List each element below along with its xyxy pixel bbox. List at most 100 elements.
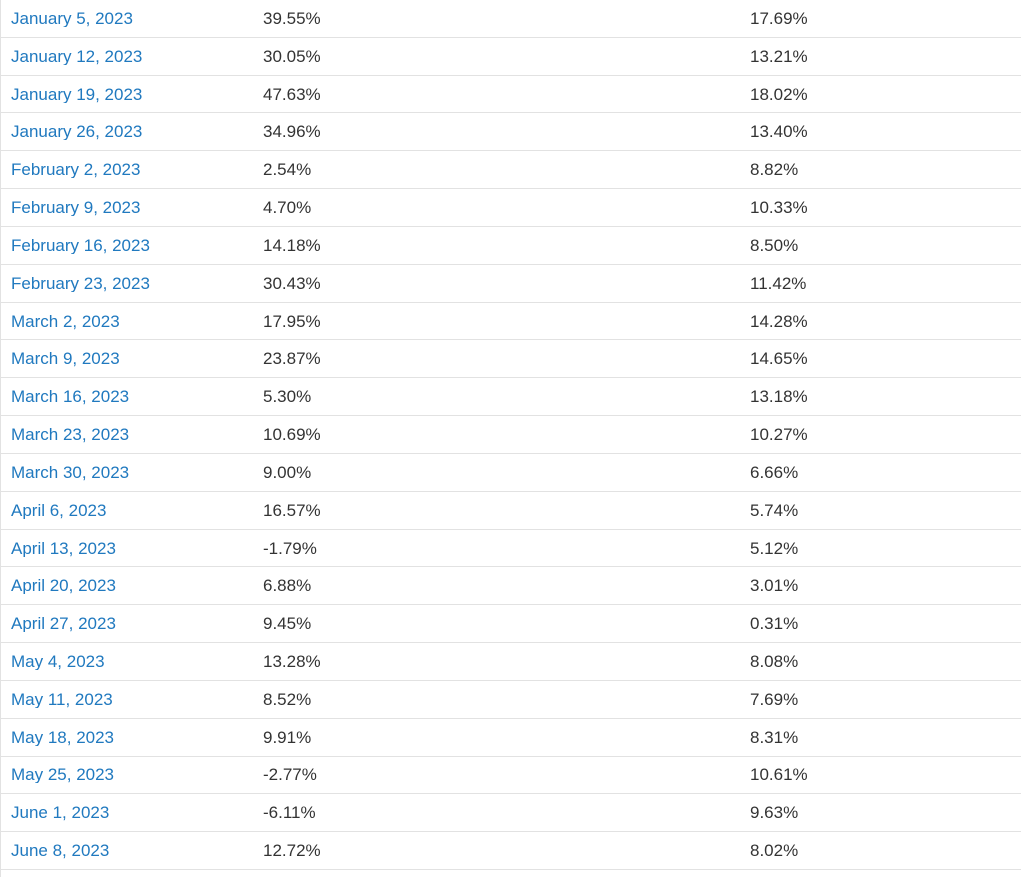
value2-text: 9.63% <box>750 804 799 822</box>
value2-cell: 11.42% <box>740 275 1021 292</box>
table-row: January 26, 2023 34.96% 13.40% <box>1 113 1021 152</box>
date-cell: May 4, 2023 <box>1 653 253 670</box>
date-link[interactable]: April 20, 2023 <box>11 577 116 595</box>
date-link[interactable]: February 2, 2023 <box>11 161 141 179</box>
date-link[interactable]: February 23, 2023 <box>11 274 150 292</box>
value1-cell: 5.30% <box>253 388 740 405</box>
date-link[interactable]: March 30, 2023 <box>11 463 130 481</box>
value2-text: 17.69% <box>750 9 808 27</box>
value2-cell: 7.69% <box>740 691 1021 708</box>
date-cell: April 20, 2023 <box>1 577 253 594</box>
table-row: January 12, 2023 30.05% 13.21% <box>1 37 1021 76</box>
date-cell: February 9, 2023 <box>1 199 253 216</box>
date-link[interactable]: April 27, 2023 <box>11 615 116 633</box>
date-link[interactable]: January 5, 2023 <box>11 9 133 27</box>
value1-cell: -2.77% <box>253 766 740 783</box>
date-link[interactable]: January 26, 2023 <box>11 123 143 141</box>
value2-cell: 0.31% <box>740 615 1021 632</box>
value1-text: 30.43% <box>263 274 321 292</box>
date-link[interactable]: May 18, 2023 <box>11 728 115 746</box>
value1-text: 17.95% <box>263 312 321 330</box>
value2-text: 14.28% <box>750 312 808 330</box>
value2-cell: 8.08% <box>740 653 1021 670</box>
value1-text: 9.00% <box>263 463 312 481</box>
date-link[interactable]: March 9, 2023 <box>11 350 120 368</box>
date-link[interactable]: May 11, 2023 <box>11 690 113 708</box>
table-row: March 30, 2023 9.00% 6.66% <box>1 453 1021 492</box>
date-cell: March 16, 2023 <box>1 388 253 405</box>
value1-text: 4.70% <box>263 199 312 217</box>
value2-cell: 8.50% <box>740 237 1021 254</box>
table-row: March 2, 2023 17.95% 14.28% <box>1 302 1021 341</box>
value2-cell: 6.66% <box>740 464 1021 481</box>
date-link[interactable]: March 16, 2023 <box>11 388 130 406</box>
value1-text: -1.79% <box>263 539 317 557</box>
date-link[interactable]: March 23, 2023 <box>11 426 130 444</box>
table-row: March 9, 2023 23.87% 14.65% <box>1 340 1021 379</box>
value2-text: 6.66% <box>750 463 799 481</box>
value1-cell: 9.91% <box>253 729 740 746</box>
value1-text: 16.57% <box>263 501 321 519</box>
table-row: May 18, 2023 9.91% 8.31% <box>1 718 1021 757</box>
date-cell: June 1, 2023 <box>1 804 253 821</box>
table-row: June 8, 2023 12.72% 8.02% <box>1 832 1021 871</box>
value2-cell: 8.31% <box>740 729 1021 746</box>
value2-cell: 9.63% <box>740 804 1021 821</box>
value2-cell: 10.61% <box>740 766 1021 783</box>
date-link[interactable]: June 8, 2023 <box>11 842 110 860</box>
date-link[interactable]: February 16, 2023 <box>11 236 150 254</box>
value1-cell: 39.55% <box>253 10 740 27</box>
date-link[interactable]: March 2, 2023 <box>11 312 120 330</box>
value1-cell: 8.52% <box>253 691 740 708</box>
value1-text: -6.11% <box>263 804 316 822</box>
value2-cell: 10.33% <box>740 199 1021 216</box>
value2-text: 10.27% <box>750 426 808 444</box>
value1-cell: 17.95% <box>253 313 740 330</box>
date-cell: January 5, 2023 <box>1 10 253 27</box>
value2-text: 11.42% <box>750 274 807 292</box>
date-link[interactable]: May 4, 2023 <box>11 652 105 670</box>
value1-text: 47.63% <box>263 85 321 103</box>
date-cell: June 8, 2023 <box>1 842 253 859</box>
value2-text: 13.40% <box>750 123 808 141</box>
table-row: February 16, 2023 14.18% 8.50% <box>1 226 1021 265</box>
value1-text: 39.55% <box>263 9 321 27</box>
value1-text: 6.88% <box>263 577 312 595</box>
date-link[interactable]: February 9, 2023 <box>11 199 141 217</box>
date-cell: April 6, 2023 <box>1 502 253 519</box>
value1-cell: 10.69% <box>253 426 740 443</box>
date-link[interactable]: January 19, 2023 <box>11 85 143 103</box>
value1-cell: 9.00% <box>253 464 740 481</box>
date-link[interactable]: January 12, 2023 <box>11 47 143 65</box>
date-link[interactable]: May 25, 2023 <box>11 766 115 784</box>
date-cell: January 26, 2023 <box>1 123 253 140</box>
date-cell: March 2, 2023 <box>1 313 253 330</box>
value2-cell: 17.69% <box>740 10 1021 27</box>
value2-text: 10.61% <box>750 766 808 784</box>
value2-text: 8.82% <box>750 161 799 179</box>
value1-cell: 13.28% <box>253 653 740 670</box>
value1-text: 2.54% <box>263 161 312 179</box>
value1-cell: 12.72% <box>253 842 740 859</box>
table-row: June 1, 2023 -6.11% 9.63% <box>1 794 1021 833</box>
value1-cell: 30.43% <box>253 275 740 292</box>
value2-text: 10.33% <box>750 199 808 217</box>
value2-cell: 3.01% <box>740 577 1021 594</box>
date-link[interactable]: June 1, 2023 <box>11 804 110 822</box>
date-cell: March 23, 2023 <box>1 426 253 443</box>
date-link[interactable]: April 6, 2023 <box>11 501 107 519</box>
value2-text: 13.21% <box>750 47 808 65</box>
value2-cell: 8.82% <box>740 161 1021 178</box>
date-cell: March 30, 2023 <box>1 464 253 481</box>
value2-cell: 10.27% <box>740 426 1021 443</box>
value1-cell: 2.54% <box>253 161 740 178</box>
table-row: January 5, 2023 39.55% 17.69% <box>1 0 1021 38</box>
date-link[interactable]: April 13, 2023 <box>11 539 116 557</box>
value2-text: 3.01% <box>750 577 799 595</box>
value2-cell: 14.65% <box>740 350 1021 367</box>
value2-text: 18.02% <box>750 85 808 103</box>
value1-text: 23.87% <box>263 350 321 368</box>
table-row: May 11, 2023 8.52% 7.69% <box>1 680 1021 719</box>
value2-cell: 13.40% <box>740 123 1021 140</box>
value1-cell: -1.79% <box>253 540 740 557</box>
